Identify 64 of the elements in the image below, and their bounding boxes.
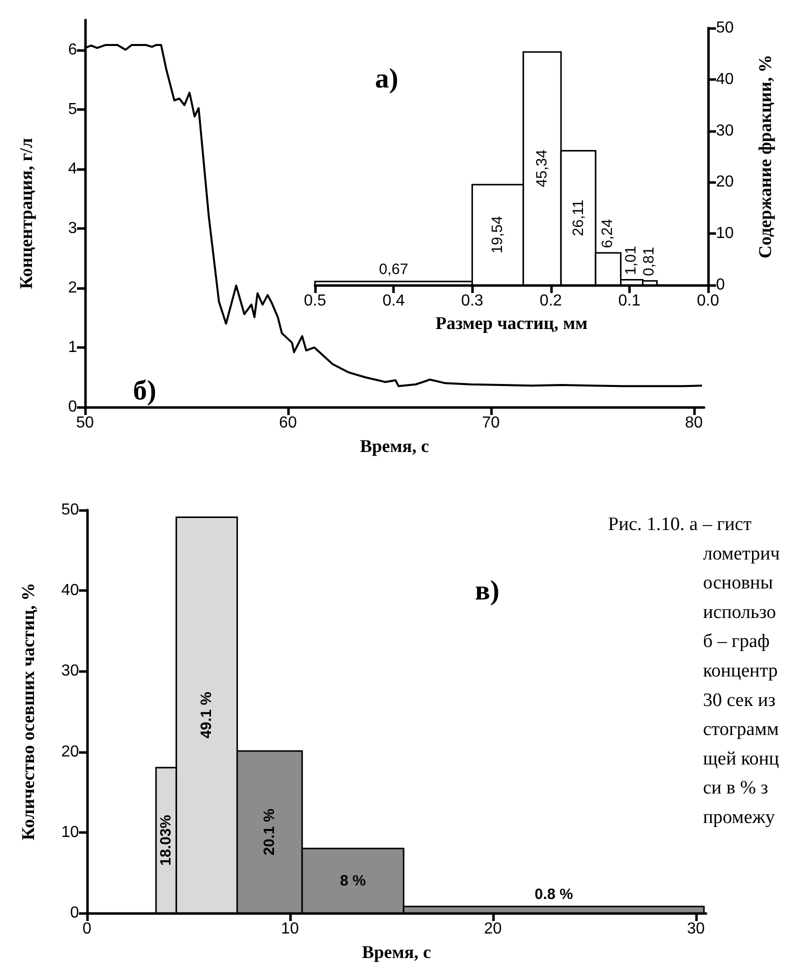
y2-tick-label: 20 xyxy=(716,174,734,191)
y-tick-label: 3 xyxy=(68,220,78,237)
x-tick-label: 60 xyxy=(279,414,297,432)
y-tick-label: 0 xyxy=(70,904,80,922)
y-tick-label: 30 xyxy=(61,662,80,680)
x-tick-label: 0.0 xyxy=(696,292,720,310)
y2-tick-label: 40 xyxy=(716,70,734,88)
y2-tick-label: 0 xyxy=(716,276,725,294)
annotation: основны xyxy=(703,572,774,594)
annotation: щей конц xyxy=(703,748,780,770)
text: б) xyxy=(133,376,156,406)
y-tick-label: 4 xyxy=(68,160,78,178)
y-tick-label: 50 xyxy=(61,502,80,518)
y2-axis-title: Содержание фракции, % xyxy=(755,54,775,258)
y2-tick-label: 30 xyxy=(716,122,734,140)
x-tick-label: 30 xyxy=(686,920,705,938)
data-label: 1,01 xyxy=(622,246,640,276)
y-axis-title: Количество осевших частиц, % xyxy=(18,582,38,840)
text: а) xyxy=(375,64,398,94)
text: в) xyxy=(475,576,500,606)
annotation: б – граф xyxy=(703,631,770,652)
y-tick-label: 10 xyxy=(61,824,80,841)
x-axis-title: Время, с xyxy=(362,942,432,962)
x-tick-label: 80 xyxy=(684,414,703,432)
x-tick-label: 20 xyxy=(484,920,502,938)
annotation: концентр xyxy=(703,660,778,682)
y-tick-label: 1 xyxy=(68,338,78,356)
x-tick-label: 0.3 xyxy=(461,292,484,310)
annotation: 30 сек из xyxy=(703,690,776,711)
x-tick-label: 10 xyxy=(281,920,299,938)
annotation: лометрич xyxy=(703,543,780,564)
data-label: 26,11 xyxy=(570,200,587,236)
y-tick-label: 6 xyxy=(68,41,78,58)
data-label: 0,81 xyxy=(640,246,658,276)
annotation: использо xyxy=(703,602,776,623)
data-label: 0,67 xyxy=(379,260,408,278)
data-label: 8 % xyxy=(340,872,366,890)
data-label: 45,34 xyxy=(534,150,551,188)
annotation: си в % з xyxy=(703,778,768,799)
x-tick-label: 0.4 xyxy=(382,292,405,310)
x-tick-label: 0.2 xyxy=(540,292,562,310)
data-label: 20.1 % xyxy=(261,808,278,856)
data-label: 49.1 % xyxy=(198,692,216,738)
annotation: промежу xyxy=(703,807,776,828)
x-tick-label: 0.1 xyxy=(618,292,641,310)
x-tick-label: 70 xyxy=(482,414,500,432)
y-tick-label: 5 xyxy=(68,100,78,118)
annotation: Рис. 1.10. а – гист xyxy=(608,514,752,535)
x-tick-label: 0 xyxy=(82,920,92,938)
y-axis-title: Концентрация, г/л xyxy=(16,138,36,290)
x-axis-title: Время, с xyxy=(360,436,430,456)
x-tick-label: 0.5 xyxy=(304,292,326,310)
data-label: 18.03% xyxy=(158,814,175,866)
y-tick-label: 20 xyxy=(61,743,80,760)
x-axis-title: Размер частиц, мм xyxy=(436,312,588,333)
data-label: 19,54 xyxy=(489,216,506,254)
annotation: стограмм xyxy=(703,719,779,740)
y-tick-label: 0 xyxy=(68,398,78,416)
y-tick-label: 2 xyxy=(68,279,78,296)
y2-tick-label: 10 xyxy=(716,225,734,242)
data-label: 0.8 % xyxy=(534,886,573,903)
y-tick-label: 40 xyxy=(61,582,80,600)
y2-tick-label: 50 xyxy=(716,20,734,36)
data-label: 6,24 xyxy=(598,218,616,248)
